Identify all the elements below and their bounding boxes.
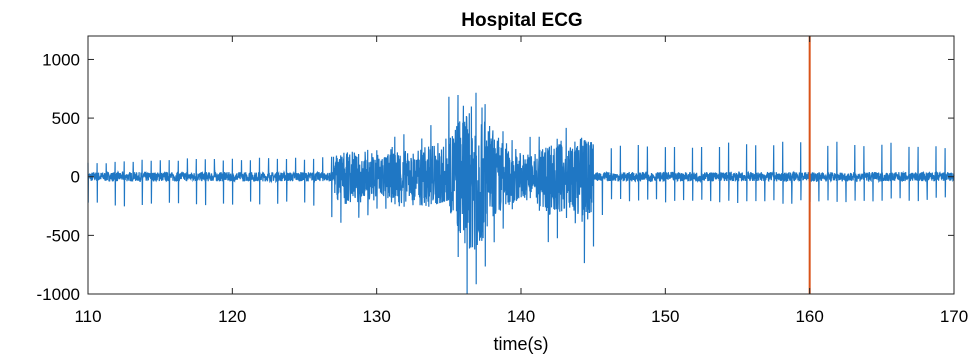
y-tick-label: 1000 xyxy=(42,50,80,69)
y-tick-label: 0 xyxy=(71,168,80,187)
chart-title: Hospital ECG xyxy=(461,10,582,31)
x-tick-label: 160 xyxy=(795,307,823,326)
y-axis-ticks: -1000 -500 0 500 1000 xyxy=(37,50,954,304)
x-tick-label: 140 xyxy=(507,307,535,326)
y-tick-label: 500 xyxy=(52,109,80,128)
x-axis-label: time(s) xyxy=(494,334,549,354)
x-axis-ticks: 110 120 130 140 150 160 170 xyxy=(74,36,968,326)
x-tick-label: 120 xyxy=(218,307,246,326)
x-tick-label: 130 xyxy=(362,307,390,326)
x-tick-label: 150 xyxy=(651,307,679,326)
x-tick-label: 110 xyxy=(74,307,101,326)
y-tick-label: -500 xyxy=(46,226,80,245)
y-tick-label: -1000 xyxy=(37,285,80,304)
x-tick-label: 170 xyxy=(940,307,968,326)
plot-area xyxy=(87,35,955,295)
